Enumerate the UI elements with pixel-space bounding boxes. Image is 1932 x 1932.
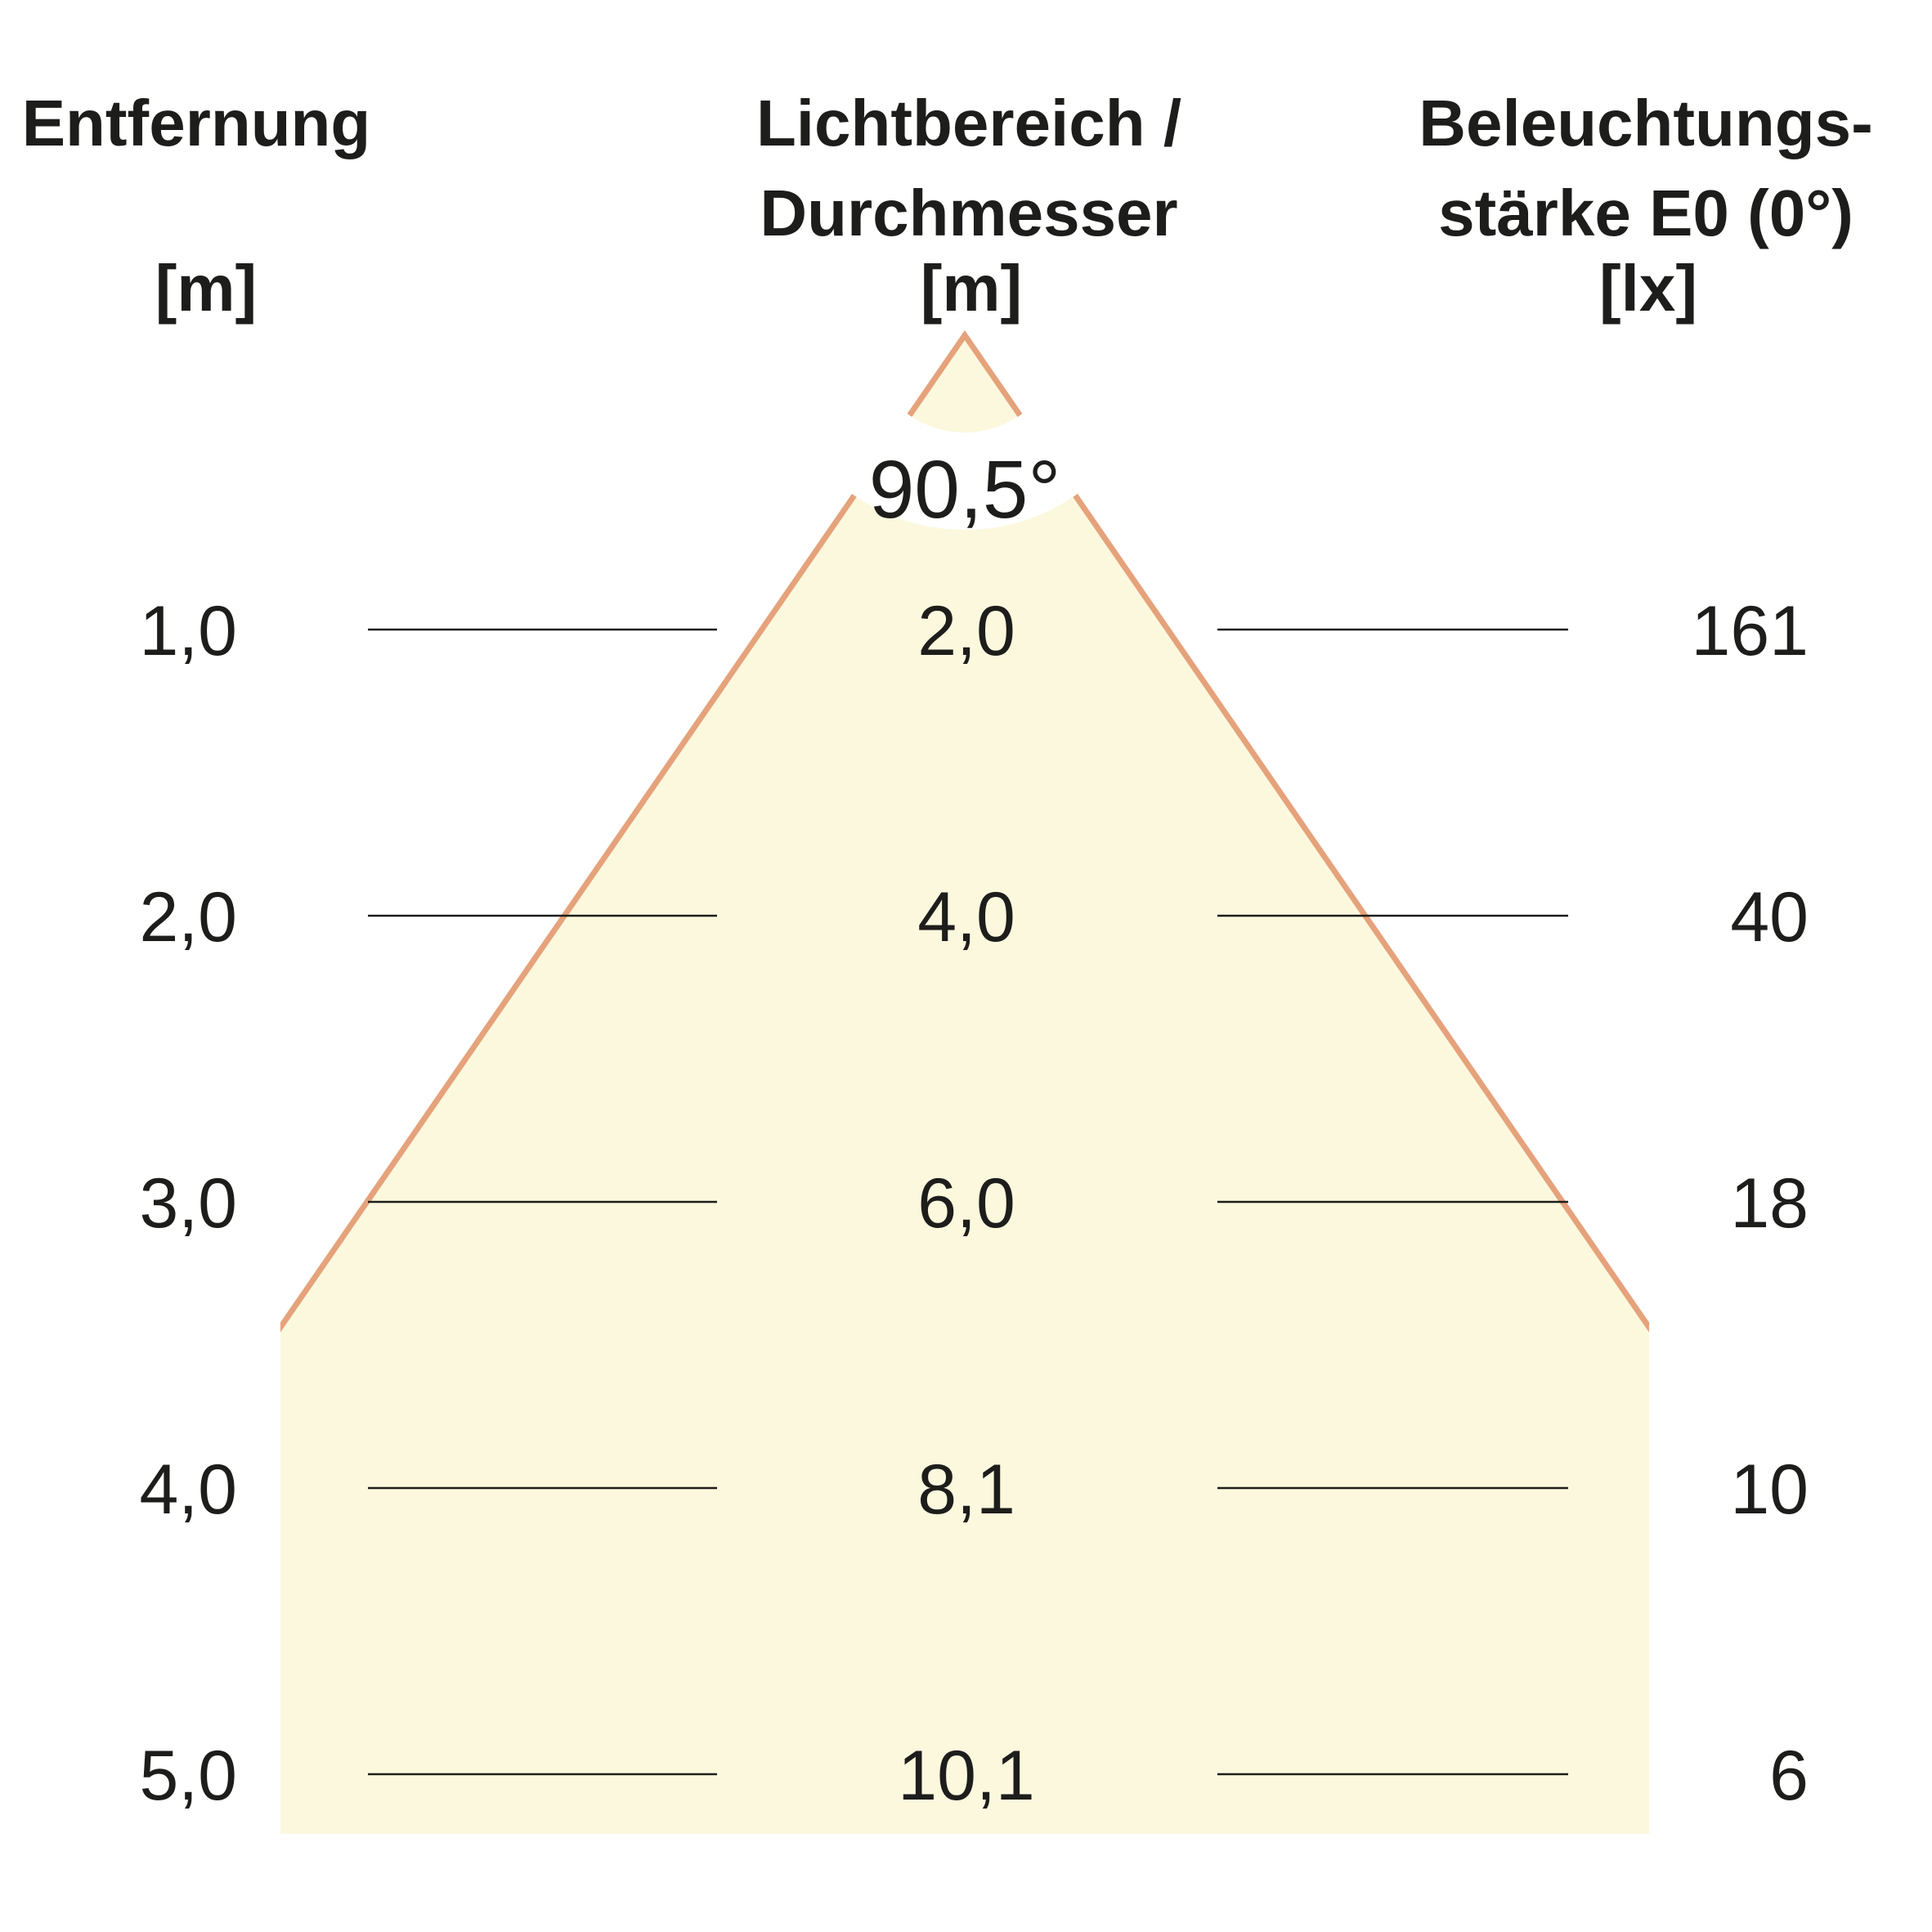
- diameter-value: 8,1: [917, 1450, 1015, 1529]
- diameter-value: 6,0: [917, 1164, 1015, 1243]
- beam-angle-arc-mask: [770, 141, 1159, 530]
- distance-value: 2,0: [139, 878, 237, 957]
- table-row: 1,0 2,0 161: [139, 592, 1809, 670]
- illuminance-value: 10: [1730, 1450, 1809, 1529]
- distance-value: 5,0: [139, 1737, 237, 1815]
- diameter-value: 4,0: [917, 878, 1015, 957]
- light-beam-cone: [280, 329, 1649, 1834]
- table-row: 5,0 10,1 6: [139, 1737, 1809, 1815]
- illuminance-value: 161: [1692, 592, 1809, 670]
- diameter-value: 10,1: [898, 1737, 1034, 1815]
- beam-angle-label: 90,5°: [869, 444, 1061, 536]
- diameter-column-unit: [m]: [921, 252, 1022, 325]
- diameter-column-title-line1: Lichtbereich /: [756, 87, 1181, 159]
- distance-value: 1,0: [139, 592, 237, 670]
- column-headers: Entfernung [m] Lichtbereich / Durchmesse…: [22, 87, 1873, 325]
- distance-value: 4,0: [139, 1450, 237, 1529]
- distance-column-title: Entfernung: [22, 87, 371, 159]
- diameter-column-title-line2: Durchmesser: [760, 177, 1177, 249]
- diameter-value: 2,0: [917, 592, 1015, 670]
- table-row: 4,0 8,1 10: [139, 1450, 1809, 1529]
- illuminance-value: 18: [1730, 1164, 1809, 1243]
- table-row: 2,0 4,0 40: [139, 878, 1809, 957]
- illuminance-value: 6: [1769, 1737, 1809, 1815]
- distance-value: 3,0: [139, 1164, 237, 1243]
- distance-column-unit: [m]: [155, 252, 257, 325]
- illuminance-column-unit: [lx]: [1599, 252, 1697, 325]
- illuminance-value: 40: [1730, 878, 1809, 957]
- illuminance-column-title-line2: stärke E0 (0°): [1438, 177, 1854, 249]
- illuminance-column-title-line1: Beleuchtungs-: [1419, 87, 1873, 159]
- table-row: 3,0 6,0 18: [139, 1164, 1809, 1243]
